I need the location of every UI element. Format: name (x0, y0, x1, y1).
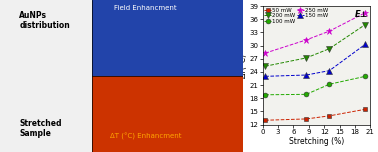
Line: 150 mW: 150 mW (263, 42, 368, 79)
50 mW (263, 119, 268, 121)
Bar (0, 0, 92, 152)
Text: Field Enhancment: Field Enhancment (115, 5, 177, 10)
Bar (92, 76, 243, 152)
150 mW (263, 75, 268, 77)
Y-axis label: ΔT(°C): ΔT(°C) (239, 53, 248, 78)
100 mW (363, 75, 367, 77)
X-axis label: Stretching (%): Stretching (%) (289, 137, 344, 146)
250 mW (363, 12, 367, 14)
Line: 100 mW: 100 mW (263, 74, 368, 97)
50 mW (363, 108, 367, 110)
Text: Stretched
Sample: Stretched Sample (19, 119, 62, 138)
50 mW (327, 115, 332, 117)
100 mW (304, 93, 308, 95)
Line: 50 mW: 50 mW (263, 107, 368, 123)
50 mW (304, 118, 308, 120)
Line: 250 mW: 250 mW (262, 9, 369, 57)
Line: 200 mW: 200 mW (263, 22, 368, 69)
150 mW (363, 43, 367, 45)
Legend: 50 mW, 200 mW, 100 mW, 250 mW, 150 mW: 50 mW, 200 mW, 100 mW, 250 mW, 150 mW (264, 7, 328, 25)
150 mW (327, 70, 332, 72)
100 mW (263, 94, 268, 96)
Bar (92, 0, 243, 76)
200 mW (263, 65, 268, 67)
200 mW (363, 24, 367, 25)
100 mW (327, 83, 332, 85)
200 mW (327, 48, 332, 50)
Text: AuNPs
distribution: AuNPs distribution (19, 11, 70, 30)
250 mW (263, 52, 268, 54)
250 mW (304, 39, 308, 41)
200 mW (304, 57, 308, 59)
Text: E⊥: E⊥ (355, 10, 368, 19)
150 mW (304, 74, 308, 76)
Text: ΔT (°C) Enhancment: ΔT (°C) Enhancment (110, 133, 181, 140)
250 mW (327, 30, 332, 32)
